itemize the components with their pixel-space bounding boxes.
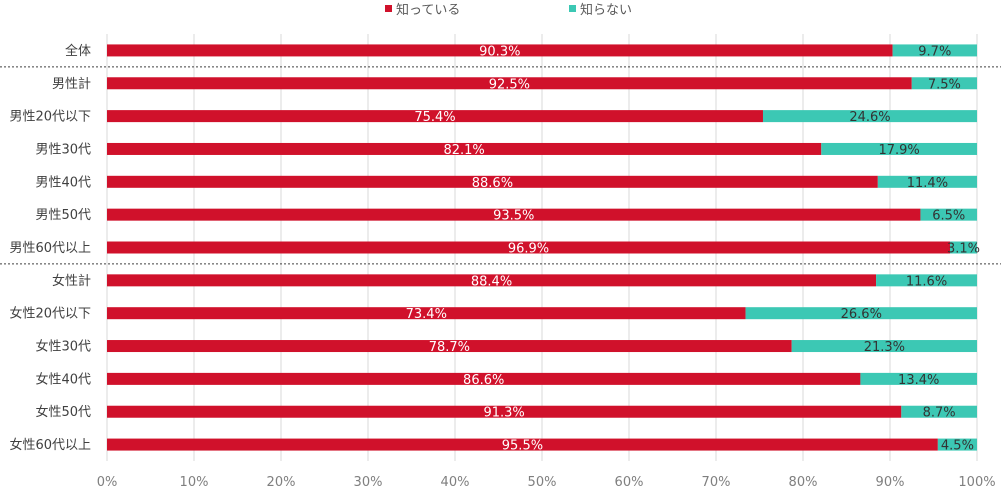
bar-segment-1	[107, 274, 877, 287]
legend-swatch-2	[569, 5, 576, 12]
bar-segment-2	[860, 372, 977, 385]
data-label-2: 11.6%	[906, 274, 947, 289]
bar-segment-1	[107, 405, 902, 418]
bar-segment-2	[920, 208, 977, 221]
x-tick-label: 0%	[97, 475, 118, 490]
category-label: 男性20代以下	[9, 110, 91, 125]
category-label: 男性50代	[35, 208, 91, 223]
data-label-2: 17.9%	[878, 143, 919, 158]
x-tick-label: 90%	[876, 475, 905, 490]
data-label-1: 86.6%	[463, 373, 504, 388]
legend-swatch-1	[385, 5, 392, 12]
category-label: 女性60代以上	[9, 437, 91, 453]
category-label: 女性40代	[35, 371, 91, 387]
bar-segment-1	[107, 307, 746, 320]
bar-segment-2	[901, 405, 977, 418]
category-label: 全体	[65, 43, 91, 59]
bar-segment-2	[762, 110, 977, 123]
data-label-1: 73.4%	[406, 307, 447, 322]
category-label: 女性50代	[35, 404, 91, 420]
bar-segment-2	[877, 175, 977, 188]
data-label-1: 82.1%	[443, 143, 484, 158]
legend-label-1: 知っている	[396, 2, 460, 18]
x-tick-label: 50%	[528, 475, 557, 490]
data-label-1: 88.4%	[471, 274, 512, 289]
bar-segment-1	[107, 175, 878, 188]
x-tick-label: 60%	[615, 475, 644, 490]
bar-segment-1	[107, 208, 921, 221]
data-label-1: 75.4%	[414, 110, 455, 125]
data-label-2: 4.5%	[941, 439, 974, 454]
bar-segment-2	[745, 307, 977, 320]
data-label-2: 24.6%	[849, 110, 890, 125]
data-label-2: 21.3%	[864, 340, 905, 355]
x-tick-label: 40%	[441, 475, 470, 490]
bar-segment-1	[107, 44, 893, 57]
data-label-2: 9.7%	[918, 44, 951, 59]
data-label-2: 8.7%	[923, 406, 956, 421]
bar-segment-1	[107, 340, 792, 353]
category-label: 女性計	[52, 273, 91, 289]
data-label-2: 7.5%	[928, 77, 961, 92]
x-tick-label: 80%	[789, 475, 818, 490]
data-label-2: 3.1%	[947, 242, 980, 257]
category-label: 男性30代	[35, 142, 91, 157]
bar-segment-1	[107, 438, 938, 451]
bar-segment-1	[107, 77, 912, 90]
bar-segment-2	[876, 274, 977, 287]
data-label-1: 92.5%	[489, 77, 530, 92]
data-label-1: 91.3%	[483, 406, 524, 421]
bar-segment-1	[107, 110, 763, 123]
data-label-2: 6.5%	[932, 209, 965, 224]
data-label-1: 93.5%	[493, 209, 534, 224]
legend-label-2: 知らない	[580, 2, 632, 18]
x-tick-label: 70%	[702, 475, 731, 490]
bar-segment-2	[821, 142, 977, 155]
category-label: 男性計	[52, 76, 91, 92]
data-label-1: 88.6%	[472, 176, 513, 191]
data-label-1: 78.7%	[429, 340, 470, 355]
x-tick-label: 10%	[180, 475, 209, 490]
bar-segment-1	[107, 372, 861, 385]
bar-segment-2	[911, 77, 977, 90]
data-label-1: 90.3%	[479, 44, 520, 59]
data-label-2: 11.4%	[907, 176, 948, 191]
bar-segment-1	[107, 142, 822, 155]
data-label-2: 26.6%	[841, 307, 882, 322]
bar-segment-2	[937, 438, 977, 451]
data-label-2: 13.4%	[898, 373, 939, 388]
category-label: 男性40代	[35, 175, 91, 190]
x-tick-label: 20%	[267, 475, 296, 490]
x-tick-label: 100%	[958, 475, 995, 490]
data-label-1: 96.9%	[508, 242, 549, 257]
bar-segment-2	[892, 44, 977, 57]
category-label: 女性20代以下	[9, 306, 91, 322]
x-tick-label: 30%	[354, 475, 383, 490]
bar-segment-1	[107, 241, 951, 254]
category-label: 男性60代以上	[9, 241, 91, 256]
bar-segment-2	[950, 241, 977, 254]
data-label-1: 95.5%	[502, 439, 543, 454]
bar-segment-2	[791, 340, 977, 353]
category-label: 女性30代	[35, 339, 91, 355]
